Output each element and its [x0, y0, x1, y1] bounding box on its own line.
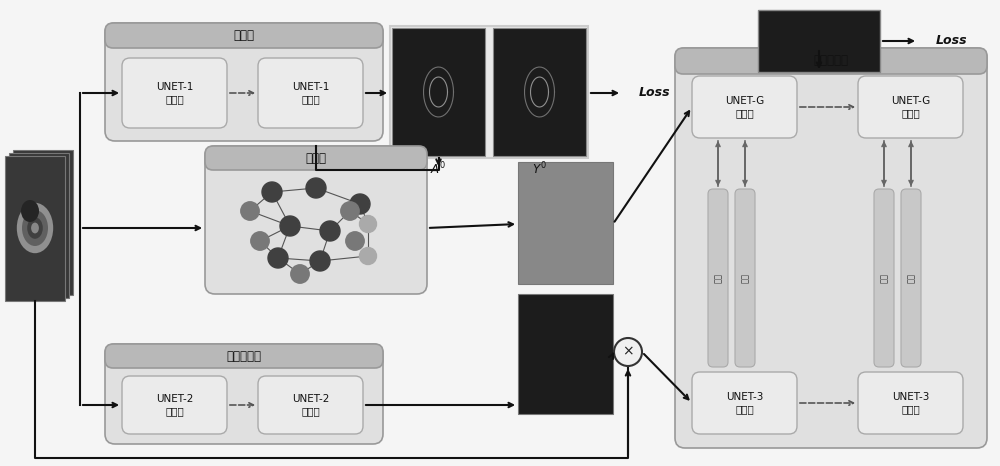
Circle shape [306, 178, 326, 198]
Bar [758, 10, 880, 72]
FancyBboxPatch shape [258, 58, 363, 128]
Text: 二阶段分割: 二阶段分割 [814, 55, 848, 68]
FancyBboxPatch shape [105, 23, 383, 48]
Text: 编位: 编位 [880, 273, 889, 283]
Text: UNET-1
编码器: UNET-1 编码器 [156, 82, 193, 104]
Circle shape [262, 182, 282, 202]
FancyBboxPatch shape [122, 58, 227, 128]
Text: UNET-G
解码器: UNET-G 解码器 [891, 96, 930, 118]
Bar [13, 150, 73, 295]
FancyBboxPatch shape [675, 48, 987, 74]
FancyBboxPatch shape [692, 76, 797, 138]
FancyBboxPatch shape [692, 372, 797, 434]
Text: Loss: Loss [936, 34, 968, 48]
Bar [392, 28, 485, 156]
FancyBboxPatch shape [105, 344, 383, 368]
Text: $Y^0$: $Y^0$ [532, 161, 547, 177]
Ellipse shape [17, 203, 53, 253]
Circle shape [310, 251, 330, 271]
Circle shape [614, 338, 642, 366]
Text: UNET-2
解码器: UNET-2 解码器 [292, 394, 329, 416]
FancyBboxPatch shape [205, 146, 427, 294]
Circle shape [346, 232, 364, 250]
Text: $A^0$: $A^0$ [430, 161, 447, 177]
Text: Loss: Loss [639, 87, 671, 100]
Bar [493, 28, 586, 156]
Ellipse shape [21, 200, 39, 222]
Text: UNET-3
编码器: UNET-3 编码器 [726, 392, 763, 414]
FancyBboxPatch shape [258, 376, 363, 434]
FancyBboxPatch shape [675, 48, 987, 448]
Text: UNET-2
编码器: UNET-2 编码器 [156, 394, 193, 416]
Ellipse shape [31, 223, 39, 233]
FancyBboxPatch shape [708, 189, 728, 367]
Text: UNET-3
解码器: UNET-3 解码器 [892, 392, 929, 414]
FancyBboxPatch shape [858, 372, 963, 434]
Text: 图构建: 图构建 [306, 151, 326, 164]
FancyBboxPatch shape [735, 189, 755, 367]
Text: 反位: 反位 [740, 273, 750, 283]
FancyBboxPatch shape [874, 189, 894, 367]
Text: 反位: 反位 [906, 273, 916, 283]
Bar [518, 294, 613, 414]
FancyBboxPatch shape [901, 189, 921, 367]
Text: ×: × [622, 344, 634, 358]
Circle shape [241, 202, 259, 220]
Circle shape [291, 265, 309, 283]
Text: 编位: 编位 [714, 273, 722, 283]
Circle shape [320, 221, 340, 241]
FancyBboxPatch shape [105, 344, 383, 444]
Circle shape [268, 248, 288, 268]
Circle shape [341, 202, 359, 220]
Ellipse shape [27, 217, 43, 239]
Circle shape [251, 232, 269, 250]
Text: 预分割: 预分割 [234, 29, 254, 42]
Text: 一阶段分割: 一阶段分割 [226, 350, 262, 363]
Text: UNET-1
解码器: UNET-1 解码器 [292, 82, 329, 104]
Bar [518, 162, 613, 284]
Circle shape [280, 216, 300, 236]
Circle shape [350, 194, 370, 214]
Ellipse shape [22, 210, 48, 246]
Bar [390, 26, 588, 158]
FancyBboxPatch shape [105, 23, 383, 141]
Circle shape [360, 247, 376, 265]
Text: UNET-G
编码器: UNET-G 编码器 [725, 96, 764, 118]
FancyBboxPatch shape [205, 146, 427, 170]
Circle shape [360, 215, 376, 233]
FancyBboxPatch shape [858, 76, 963, 138]
Bar [5, 156, 65, 301]
Bar [9, 153, 69, 298]
FancyBboxPatch shape [122, 376, 227, 434]
